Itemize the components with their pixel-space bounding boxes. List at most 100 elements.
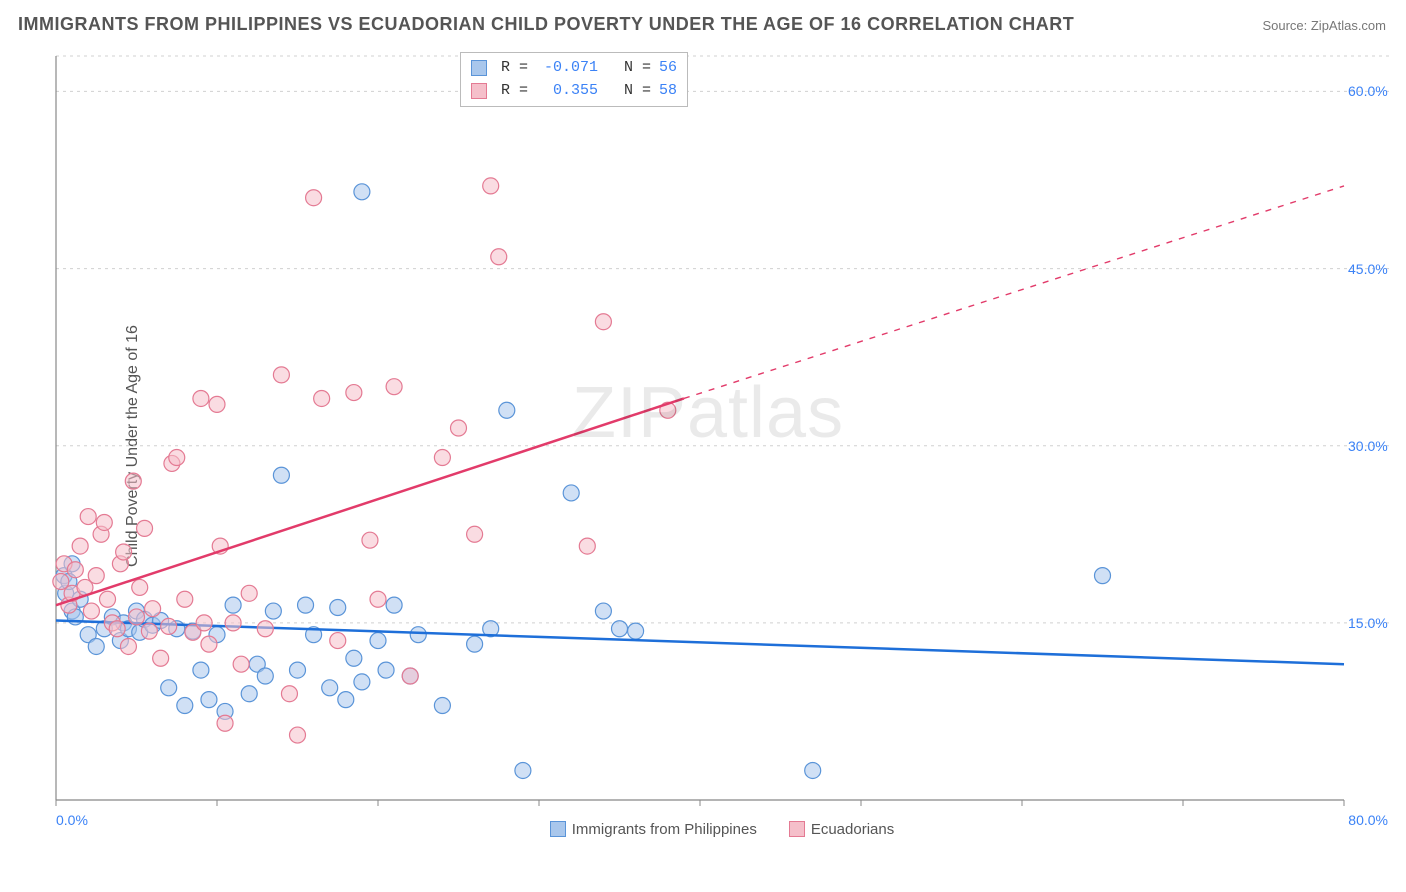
data-point-ecuadorians <box>362 532 378 548</box>
stats-swatch-ecuadorians <box>471 83 487 99</box>
data-point-ecuadorians <box>346 385 362 401</box>
y-tick-label: 15.0% <box>1348 615 1388 631</box>
data-point-ecuadorians <box>434 450 450 466</box>
data-point-ecuadorians <box>153 650 169 666</box>
data-point-philippines <box>1095 568 1111 584</box>
legend-item-philippines: Immigrants from Philippines <box>550 821 757 838</box>
data-point-ecuadorians <box>88 568 104 584</box>
data-point-ecuadorians <box>233 656 249 672</box>
plot-area: ZIPatlas R =-0.071N =56R =0.355N =58 Imm… <box>52 52 1392 842</box>
data-point-ecuadorians <box>386 379 402 395</box>
legend-swatch-ecuadorians <box>789 821 805 837</box>
data-point-ecuadorians <box>125 473 141 489</box>
data-point-philippines <box>338 692 354 708</box>
data-point-ecuadorians <box>201 636 217 652</box>
data-point-philippines <box>177 698 193 714</box>
legend-swatch-philippines <box>550 821 566 837</box>
data-point-philippines <box>563 485 579 501</box>
data-point-philippines <box>290 662 306 678</box>
source-name: ZipAtlas.com <box>1311 18 1386 33</box>
data-point-ecuadorians <box>273 367 289 383</box>
data-point-philippines <box>386 597 402 613</box>
stats-swatch-philippines <box>471 60 487 76</box>
data-point-philippines <box>499 402 515 418</box>
r-value-ecuadorians: 0.355 <box>536 80 598 103</box>
y-tick-label: 60.0% <box>1348 83 1388 99</box>
data-point-philippines <box>378 662 394 678</box>
data-point-ecuadorians <box>314 390 330 406</box>
data-point-ecuadorians <box>80 509 96 525</box>
data-point-ecuadorians <box>579 538 595 554</box>
x-tick-label: 0.0% <box>56 812 88 828</box>
data-point-philippines <box>273 467 289 483</box>
data-point-ecuadorians <box>177 591 193 607</box>
data-point-ecuadorians <box>196 615 212 631</box>
data-point-ecuadorians <box>116 544 132 560</box>
data-point-ecuadorians <box>370 591 386 607</box>
data-point-ecuadorians <box>67 562 83 578</box>
data-point-ecuadorians <box>257 621 273 637</box>
data-point-philippines <box>225 597 241 613</box>
r-label: R = <box>501 57 528 80</box>
n-value-philippines: 56 <box>659 57 677 80</box>
data-point-philippines <box>805 762 821 778</box>
data-point-ecuadorians <box>161 618 177 634</box>
data-point-ecuadorians <box>217 715 233 731</box>
data-point-ecuadorians <box>132 579 148 595</box>
data-point-philippines <box>193 662 209 678</box>
data-point-ecuadorians <box>169 450 185 466</box>
data-point-ecuadorians <box>306 190 322 206</box>
data-point-philippines <box>370 633 386 649</box>
data-point-ecuadorians <box>402 668 418 684</box>
data-point-ecuadorians <box>483 178 499 194</box>
n-label: N = <box>624 57 651 80</box>
data-point-philippines <box>298 597 314 613</box>
x-tick-label: 80.0% <box>1348 812 1388 828</box>
data-point-philippines <box>354 674 370 690</box>
data-point-ecuadorians <box>451 420 467 436</box>
data-point-ecuadorians <box>129 609 145 625</box>
legend-label-philippines: Immigrants from Philippines <box>572 821 757 838</box>
data-point-philippines <box>330 600 346 616</box>
data-point-ecuadorians <box>72 538 88 554</box>
n-value-ecuadorians: 58 <box>659 80 677 103</box>
legend-item-ecuadorians: Ecuadorians <box>789 821 894 838</box>
data-point-ecuadorians <box>225 615 241 631</box>
chart-svg <box>52 52 1392 842</box>
y-tick-label: 45.0% <box>1348 261 1388 277</box>
data-point-philippines <box>628 623 644 639</box>
bottom-legend: Immigrants from Philippines Ecuadorians <box>52 821 1392 838</box>
chart-title: IMMIGRANTS FROM PHILIPPINES VS ECUADORIA… <box>18 14 1074 35</box>
data-point-philippines <box>410 627 426 643</box>
n-label: N = <box>624 80 651 103</box>
source-attribution: Source: ZipAtlas.com <box>1262 18 1386 33</box>
data-point-ecuadorians <box>290 727 306 743</box>
data-point-ecuadorians <box>100 591 116 607</box>
data-point-philippines <box>612 621 628 637</box>
data-point-philippines <box>322 680 338 696</box>
data-point-ecuadorians <box>109 621 125 637</box>
source-prefix: Source: <box>1262 18 1310 33</box>
stats-row-philippines: R = -0.071 N = 56 <box>471 57 677 80</box>
trend-line-dashed-ecuadorians <box>684 186 1344 399</box>
correlation-stats-box: R = -0.071 N = 56R = 0.355 N = 58 <box>460 52 688 107</box>
data-point-philippines <box>257 668 273 684</box>
data-point-ecuadorians <box>595 314 611 330</box>
r-value-philippines: -0.071 <box>536 57 598 80</box>
data-point-ecuadorians <box>330 633 346 649</box>
legend-label-ecuadorians: Ecuadorians <box>811 821 894 838</box>
stats-row-ecuadorians: R =0.355N =58 <box>471 80 677 103</box>
data-point-ecuadorians <box>120 638 136 654</box>
data-point-philippines <box>201 692 217 708</box>
trend-line-ecuadorians <box>56 398 684 605</box>
data-point-philippines <box>241 686 257 702</box>
data-point-ecuadorians <box>83 603 99 619</box>
data-point-ecuadorians <box>491 249 507 265</box>
data-point-ecuadorians <box>141 623 157 639</box>
data-point-philippines <box>88 638 104 654</box>
data-point-philippines <box>354 184 370 200</box>
data-point-ecuadorians <box>241 585 257 601</box>
y-tick-label: 30.0% <box>1348 438 1388 454</box>
data-point-ecuadorians <box>467 526 483 542</box>
data-point-philippines <box>467 636 483 652</box>
